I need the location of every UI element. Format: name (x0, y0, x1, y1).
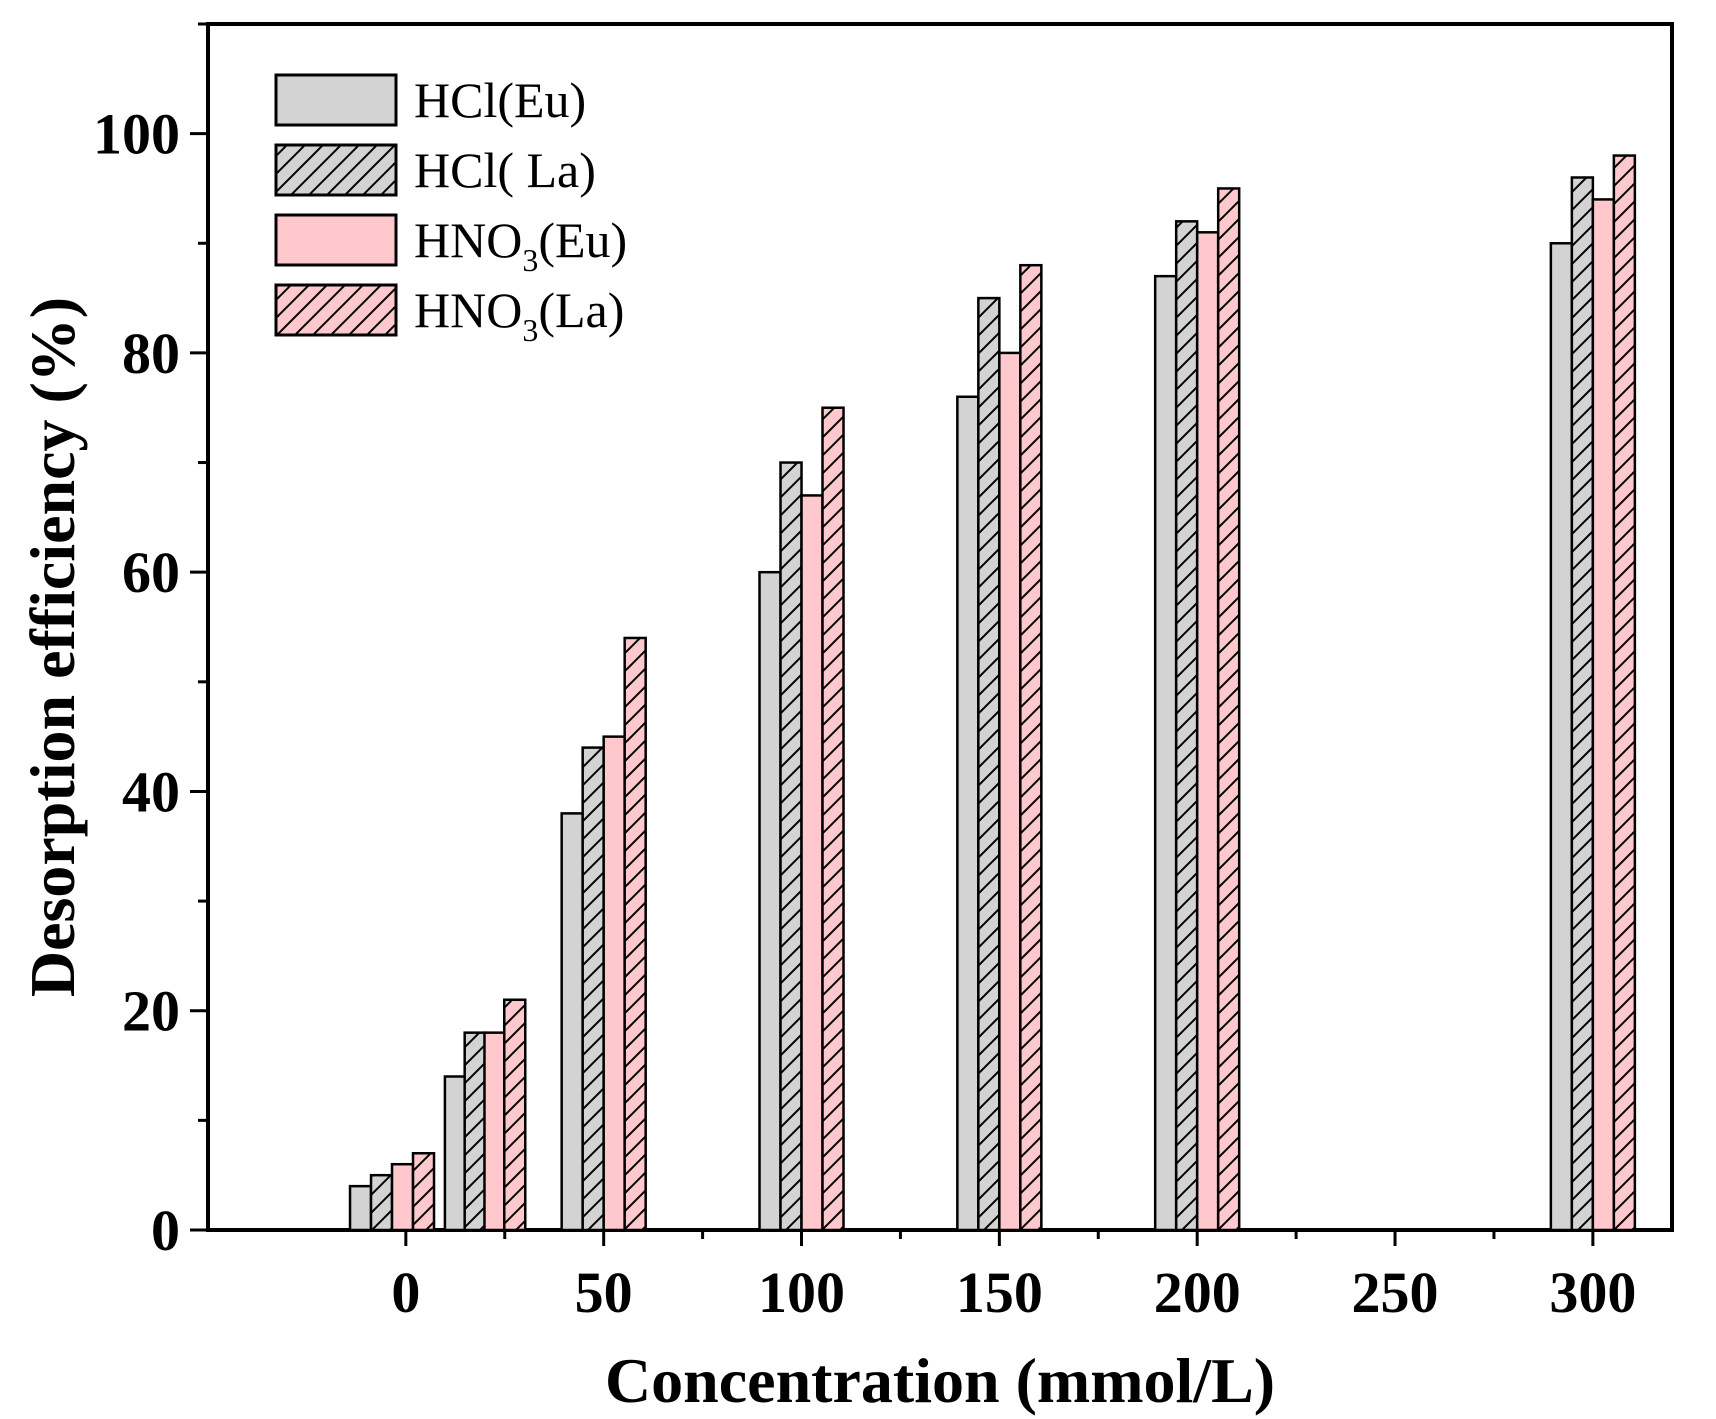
bar-hno3-eu--100 (800, 494, 824, 1232)
legend-swatch-hcl-eu- (274, 73, 398, 127)
legend-label-hcl-la-: HCl( La) (414, 142, 596, 198)
y-tick-label: 40 (122, 759, 180, 824)
bar-hno3-la--300 (1612, 154, 1637, 1232)
bar-extra-hcl-la- (463, 1031, 487, 1232)
bar-hcl-eu--150 (956, 395, 980, 1232)
bar-hno3-la--100 (821, 406, 845, 1232)
bar-hcl-eu--100 (758, 570, 782, 1232)
x-axis-title: Concentration (mmol/L) (605, 1345, 1275, 1416)
plot-frame (206, 22, 1674, 1232)
bar-hno3-eu--150 (998, 351, 1022, 1232)
y-tick-label: 0 (151, 1198, 180, 1263)
bar-hno3-eu--50 (602, 735, 626, 1232)
bar-hcl-eu--50 (560, 812, 584, 1232)
legend-swatch-hcl-la- (274, 143, 398, 197)
bar-hcl-eu--200 (1153, 274, 1178, 1232)
legend-label-hcl-eu-: HCl(Eu) (414, 72, 586, 128)
y-tick-label: 80 (122, 321, 180, 386)
bar-hcl-la--300 (1570, 176, 1595, 1232)
bar-extra-hno3-eu- (483, 1031, 507, 1232)
legend-swatch-hno3-la- (274, 283, 398, 337)
bars (348, 154, 1637, 1232)
bar-hno3-eu--200 (1195, 231, 1220, 1232)
x-tick-label: 50 (575, 1260, 633, 1325)
y-tick-label: 20 (122, 979, 180, 1044)
bar-hno3-la--50 (623, 636, 647, 1232)
x-tick-label: 100 (758, 1260, 845, 1325)
legend: HCl(Eu) HCl( La) HNO3(Eu)HNO3(La) (274, 72, 627, 348)
bar-hcl-la--150 (977, 296, 1001, 1232)
bar-hcl-eu--300 (1549, 242, 1574, 1232)
bar-extra-hno3-la- (503, 998, 527, 1232)
y-tick-label: 100 (93, 102, 180, 167)
bar-extra-hcl-eu- (443, 1075, 468, 1232)
plot-border (206, 22, 1674, 1232)
bar-hno3-eu--300 (1591, 198, 1616, 1232)
bar-hcl-la--50 (581, 746, 605, 1232)
x-tick-label: 250 (1352, 1260, 1439, 1325)
legend-swatch-hno3-eu- (274, 213, 398, 267)
x-tick-label: 300 (1549, 1260, 1636, 1325)
y-tick-label: 60 (122, 540, 180, 605)
bar-hcl-la--200 (1174, 220, 1199, 1232)
x-tick-label: 0 (391, 1260, 420, 1325)
bar-hcl-eu--5 (348, 1184, 373, 1232)
bar-hcl-la--5 (369, 1173, 394, 1232)
x-tick-label: 200 (1154, 1260, 1241, 1325)
axes: 0 50 100 150 200 250 300 0 20 40 60 80 100 (93, 22, 1636, 1325)
y-axis-title: Desorption efficiency (%) (17, 297, 88, 997)
bar-hno3-la--200 (1216, 187, 1241, 1232)
bar-hno3-eu--5 (390, 1162, 415, 1232)
bar-hcl-la--100 (779, 461, 803, 1232)
legend-label-hno3-la-: HNO3(La) (414, 282, 624, 348)
x-tick-label: 150 (956, 1260, 1043, 1325)
bar-hno3-la--5 (411, 1152, 436, 1232)
bar-hno3-la--150 (1019, 263, 1043, 1232)
legend-label-hno3-eu-: HNO3(Eu) (414, 212, 627, 278)
